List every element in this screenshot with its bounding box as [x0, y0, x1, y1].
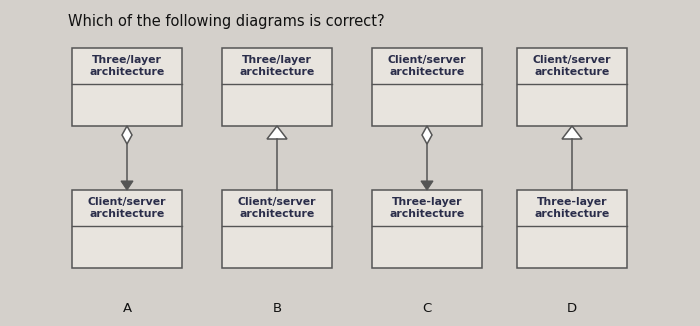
- Bar: [222, 48, 332, 126]
- Text: B: B: [272, 302, 281, 315]
- Polygon shape: [422, 126, 432, 144]
- Text: Three-layer
architecture: Three-layer architecture: [534, 197, 610, 219]
- Bar: [372, 48, 482, 126]
- Text: Three/layer
architecture: Three/layer architecture: [90, 55, 164, 77]
- Text: Three-layer
architecture: Three-layer architecture: [389, 197, 465, 219]
- Bar: [517, 48, 627, 126]
- Polygon shape: [562, 126, 582, 139]
- Bar: [372, 190, 482, 268]
- Text: Client/server
architecture: Client/server architecture: [238, 197, 316, 219]
- Polygon shape: [421, 181, 433, 190]
- Bar: [72, 190, 182, 268]
- Text: Client/server
architecture: Client/server architecture: [533, 55, 611, 77]
- Bar: [222, 190, 332, 268]
- Text: D: D: [567, 302, 577, 315]
- Text: Three/layer
architecture: Three/layer architecture: [239, 55, 314, 77]
- Polygon shape: [122, 126, 132, 144]
- Text: Client/server
architecture: Client/server architecture: [388, 55, 466, 77]
- Text: A: A: [122, 302, 132, 315]
- Text: C: C: [422, 302, 432, 315]
- Polygon shape: [267, 126, 287, 139]
- Polygon shape: [121, 181, 133, 190]
- Bar: [517, 190, 627, 268]
- Text: Client/server
architecture: Client/server architecture: [88, 197, 167, 219]
- Bar: [72, 48, 182, 126]
- Text: Which of the following diagrams is correct?: Which of the following diagrams is corre…: [68, 14, 384, 29]
